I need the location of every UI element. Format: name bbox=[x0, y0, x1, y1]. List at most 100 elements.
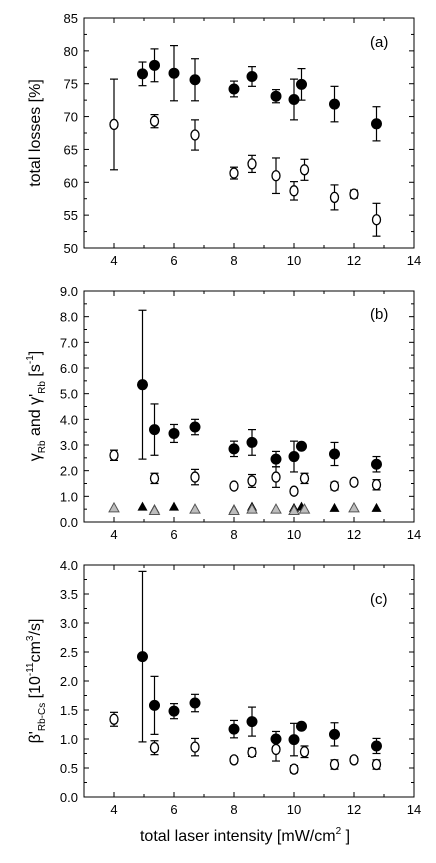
x-tick-label: 12 bbox=[347, 253, 361, 268]
data-point bbox=[371, 740, 382, 752]
data-point bbox=[288, 451, 300, 463]
data-point bbox=[109, 118, 119, 131]
data-point bbox=[329, 758, 340, 771]
data-point bbox=[149, 472, 160, 485]
y-tick-label: 6.0 bbox=[60, 361, 78, 376]
y-tick-label: 0.5 bbox=[60, 761, 78, 776]
x-tick-label: 8 bbox=[230, 253, 237, 268]
panel-b: (b) γRb and γ'Rb [s-1] 4 6 8 10 12 14 0.0 1.0 2.… bbox=[25, 284, 421, 542]
data-point bbox=[229, 480, 239, 492]
panel-label-c: (c) bbox=[370, 591, 388, 608]
data-point bbox=[229, 167, 239, 179]
data-point bbox=[270, 503, 282, 514]
y-tick-label: 80 bbox=[64, 44, 78, 59]
data-point bbox=[371, 758, 382, 771]
x-tick-label: 4 bbox=[110, 527, 117, 542]
data-point bbox=[271, 471, 281, 483]
data-point bbox=[246, 70, 258, 82]
data-point bbox=[189, 503, 201, 514]
data-point bbox=[149, 424, 160, 436]
y-tick-label: 85 bbox=[64, 11, 78, 26]
data-point bbox=[137, 379, 148, 391]
y-tick-label: 0.0 bbox=[60, 515, 78, 530]
y-tick-label: 3.0 bbox=[60, 438, 78, 453]
y-tick-label: 2.0 bbox=[60, 464, 78, 479]
data-point bbox=[296, 78, 307, 90]
y-tick-label: 1.0 bbox=[60, 732, 78, 747]
x-tick-label: 14 bbox=[407, 802, 421, 817]
data-point bbox=[149, 59, 160, 71]
panel-label-b: (b) bbox=[370, 306, 388, 323]
data-point bbox=[271, 170, 281, 182]
y-axis-label-c: β'Rb-Cs [10-11cm3/s] bbox=[25, 619, 48, 744]
x-axis-label: total laser intensity [mW/cm2 ] bbox=[140, 826, 350, 845]
data-point bbox=[349, 188, 359, 200]
data-point bbox=[371, 502, 382, 512]
y-tick-label: 55 bbox=[64, 208, 78, 223]
data-point bbox=[246, 716, 258, 728]
y-tick-label: 0.0 bbox=[60, 790, 78, 805]
data-point bbox=[229, 754, 239, 766]
data-point bbox=[299, 164, 310, 176]
panel-c: (c) β'Rb-Cs [10-11cm3/s] 4 6 8 10 12 14 0.0 0.5… bbox=[25, 558, 421, 817]
data-point bbox=[329, 448, 340, 460]
y-tick-label: 7.0 bbox=[60, 335, 78, 350]
data-point bbox=[189, 697, 201, 709]
x-tick-label: 12 bbox=[347, 527, 361, 542]
data-point bbox=[137, 651, 148, 663]
data-point bbox=[137, 68, 148, 80]
y-tick-label: 8.0 bbox=[60, 310, 78, 325]
x-tick-label: 4 bbox=[110, 253, 117, 268]
data-point bbox=[189, 421, 201, 433]
data-point bbox=[329, 191, 340, 204]
data-point bbox=[108, 501, 120, 513]
y-tick-label: 75 bbox=[64, 77, 78, 92]
data-point bbox=[247, 746, 257, 758]
data-point bbox=[329, 728, 340, 740]
plot-frame-c bbox=[83, 564, 415, 798]
data-point bbox=[371, 458, 382, 470]
data-point bbox=[149, 115, 160, 127]
data-point bbox=[289, 485, 299, 497]
data-point bbox=[329, 98, 340, 110]
panel-label-a: (a) bbox=[370, 34, 388, 51]
data-point bbox=[289, 763, 299, 775]
data-point bbox=[288, 734, 300, 746]
data-point bbox=[148, 504, 161, 515]
y-tick-label: 65 bbox=[64, 142, 78, 157]
data-point bbox=[371, 214, 382, 226]
data-point bbox=[169, 501, 179, 511]
data-point bbox=[109, 449, 119, 461]
data-point bbox=[149, 699, 160, 711]
x-tick-label: 12 bbox=[347, 802, 361, 817]
data-point bbox=[271, 743, 281, 756]
data-point bbox=[298, 503, 311, 514]
data-point bbox=[189, 74, 201, 86]
y-tick-label: 3.0 bbox=[60, 616, 78, 631]
data-point bbox=[168, 427, 180, 439]
data-point bbox=[299, 472, 310, 485]
data-point bbox=[228, 83, 240, 95]
data-point bbox=[168, 705, 180, 717]
y-tick-label: 50 bbox=[64, 241, 78, 256]
data-point bbox=[190, 471, 200, 483]
y-tick-label: 4.0 bbox=[60, 412, 78, 427]
y-tick-label: 4.0 bbox=[60, 558, 78, 573]
data-point bbox=[299, 746, 310, 758]
y-tick-label: 1.5 bbox=[60, 703, 78, 718]
y-axis-label-b: γRb and γ'Rb [s-1] bbox=[25, 351, 48, 461]
x-tick-label: 6 bbox=[170, 527, 177, 542]
x-tick-label: 10 bbox=[287, 253, 301, 268]
data-point bbox=[228, 723, 240, 735]
data-point bbox=[288, 93, 300, 105]
data-point bbox=[190, 129, 200, 141]
x-tick-label: 14 bbox=[407, 253, 421, 268]
data-point bbox=[289, 185, 299, 197]
data-point bbox=[288, 504, 300, 515]
y-tick-label: 3.5 bbox=[60, 587, 78, 602]
data-point bbox=[349, 754, 359, 766]
data-point bbox=[270, 90, 282, 102]
x-tick-label: 4 bbox=[110, 802, 117, 817]
data-point bbox=[247, 475, 257, 487]
